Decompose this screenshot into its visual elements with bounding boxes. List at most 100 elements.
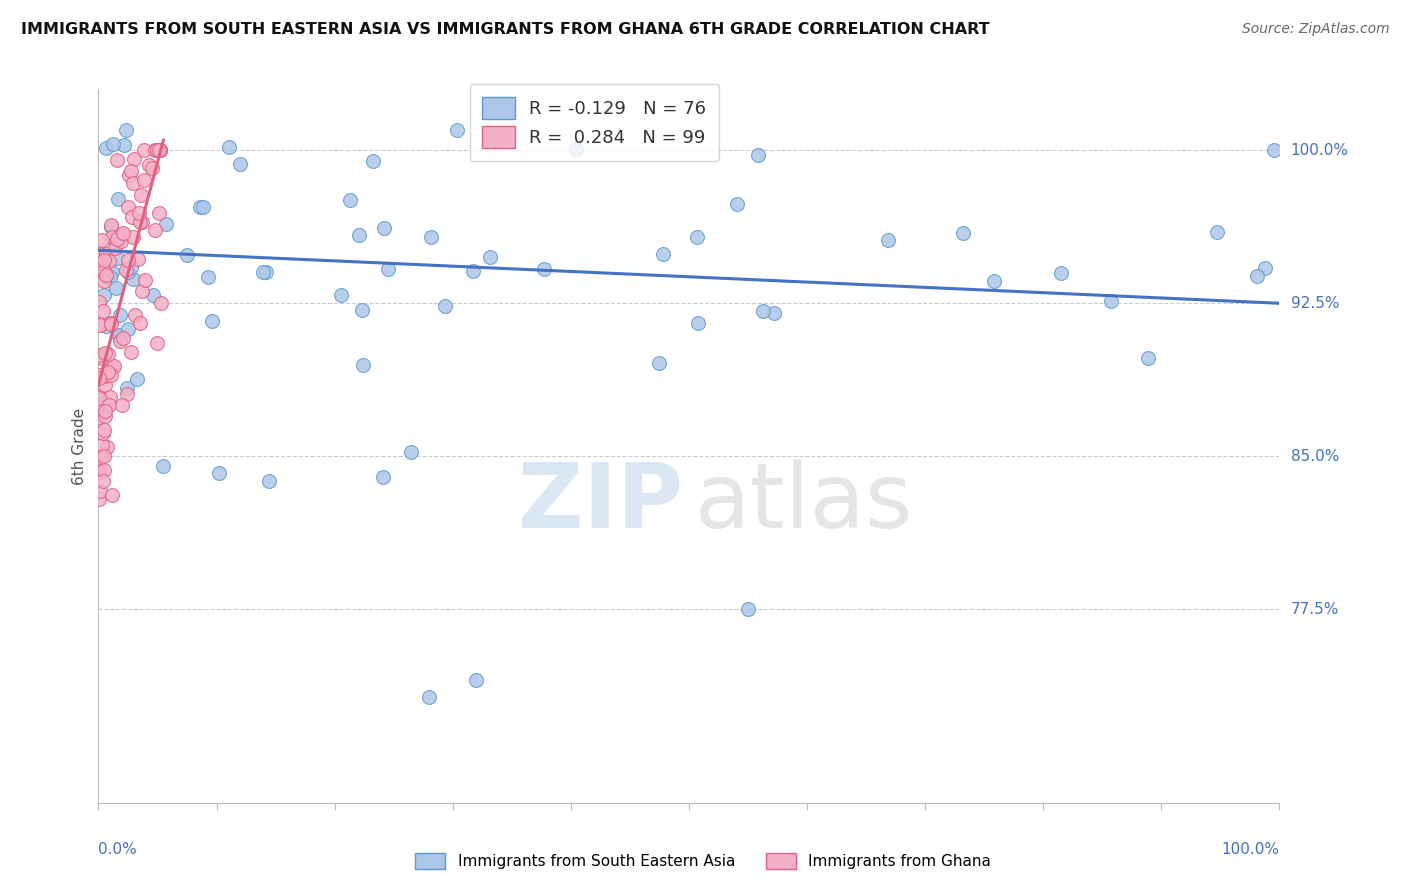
- Point: [97, 397, 120, 411]
- Point: [114, 263, 136, 277]
- Point: [1254, 260, 1277, 275]
- Point: [127, 372, 149, 386]
- Point: [87, 371, 110, 385]
- Point: [94, 247, 117, 261]
- Point: [91, 425, 114, 440]
- Point: [952, 227, 974, 241]
- Point: [100, 220, 122, 235]
- Point: [339, 193, 361, 207]
- Point: [752, 303, 775, 318]
- Point: [93, 377, 115, 392]
- Point: [131, 284, 153, 298]
- Point: [1050, 266, 1073, 280]
- Point: [90, 450, 112, 464]
- Point: [100, 318, 122, 332]
- Point: [117, 381, 139, 395]
- Point: [87, 410, 110, 425]
- Point: [152, 459, 174, 474]
- Point: [143, 223, 166, 237]
- Point: [143, 144, 166, 158]
- Point: [101, 488, 124, 502]
- Point: [132, 172, 155, 186]
- Point: [149, 296, 172, 310]
- Point: [149, 144, 172, 158]
- Point: [121, 176, 143, 190]
- Point: [131, 215, 153, 229]
- Point: [93, 404, 115, 418]
- Point: [134, 273, 156, 287]
- Point: [1263, 144, 1285, 158]
- Point: [89, 318, 111, 332]
- Point: [93, 449, 115, 463]
- Point: [93, 345, 115, 359]
- Point: [90, 392, 112, 406]
- Point: [97, 347, 120, 361]
- Point: [465, 673, 488, 688]
- Point: [197, 269, 219, 284]
- Point: [252, 265, 274, 279]
- Point: [107, 192, 129, 206]
- Point: [91, 400, 114, 414]
- Point: [564, 142, 586, 156]
- Point: [446, 123, 468, 137]
- Point: [101, 360, 124, 375]
- Point: [87, 492, 110, 507]
- Point: [111, 227, 134, 241]
- Point: [101, 230, 124, 244]
- Point: [112, 331, 135, 345]
- Point: [105, 153, 128, 167]
- Point: [93, 263, 115, 277]
- Point: [176, 248, 198, 262]
- Point: [96, 141, 118, 155]
- Point: [93, 423, 115, 437]
- Point: [148, 206, 170, 220]
- Point: [257, 474, 280, 488]
- Point: [651, 247, 673, 261]
- Point: [399, 445, 422, 459]
- Point: [89, 318, 111, 332]
- Point: [117, 321, 139, 335]
- Point: [142, 288, 165, 302]
- Point: [90, 438, 112, 452]
- Point: [93, 304, 115, 318]
- Point: [101, 265, 124, 279]
- Point: [93, 368, 115, 383]
- Text: Source: ZipAtlas.com: Source: ZipAtlas.com: [1241, 22, 1389, 37]
- Point: [91, 474, 114, 488]
- Point: [218, 140, 240, 154]
- Point: [648, 356, 671, 370]
- Point: [110, 334, 132, 348]
- Text: 100.0%: 100.0%: [1222, 842, 1279, 857]
- Point: [686, 229, 709, 244]
- Point: [149, 144, 172, 158]
- Point: [89, 404, 111, 418]
- Point: [100, 368, 122, 382]
- Text: 85.0%: 85.0%: [1291, 449, 1339, 464]
- Point: [146, 144, 169, 158]
- Point: [200, 314, 222, 328]
- Point: [686, 317, 709, 331]
- Point: [146, 335, 169, 350]
- Point: [110, 234, 132, 248]
- Point: [361, 153, 384, 168]
- Point: [1246, 269, 1268, 284]
- Point: [112, 226, 135, 240]
- Point: [90, 234, 112, 248]
- Point: [93, 252, 115, 267]
- Point: [418, 690, 440, 704]
- Point: [93, 274, 115, 288]
- Point: [89, 368, 111, 382]
- Text: atlas: atlas: [695, 459, 912, 547]
- Point: [87, 295, 110, 310]
- Point: [747, 148, 769, 162]
- Point: [155, 217, 177, 231]
- Point: [434, 300, 457, 314]
- Point: [96, 318, 118, 333]
- Point: [129, 316, 152, 330]
- Point: [111, 229, 134, 244]
- Point: [1205, 225, 1227, 239]
- Text: 100.0%: 100.0%: [1291, 143, 1348, 158]
- Point: [93, 287, 115, 301]
- Point: [419, 230, 441, 244]
- Point: [118, 168, 141, 182]
